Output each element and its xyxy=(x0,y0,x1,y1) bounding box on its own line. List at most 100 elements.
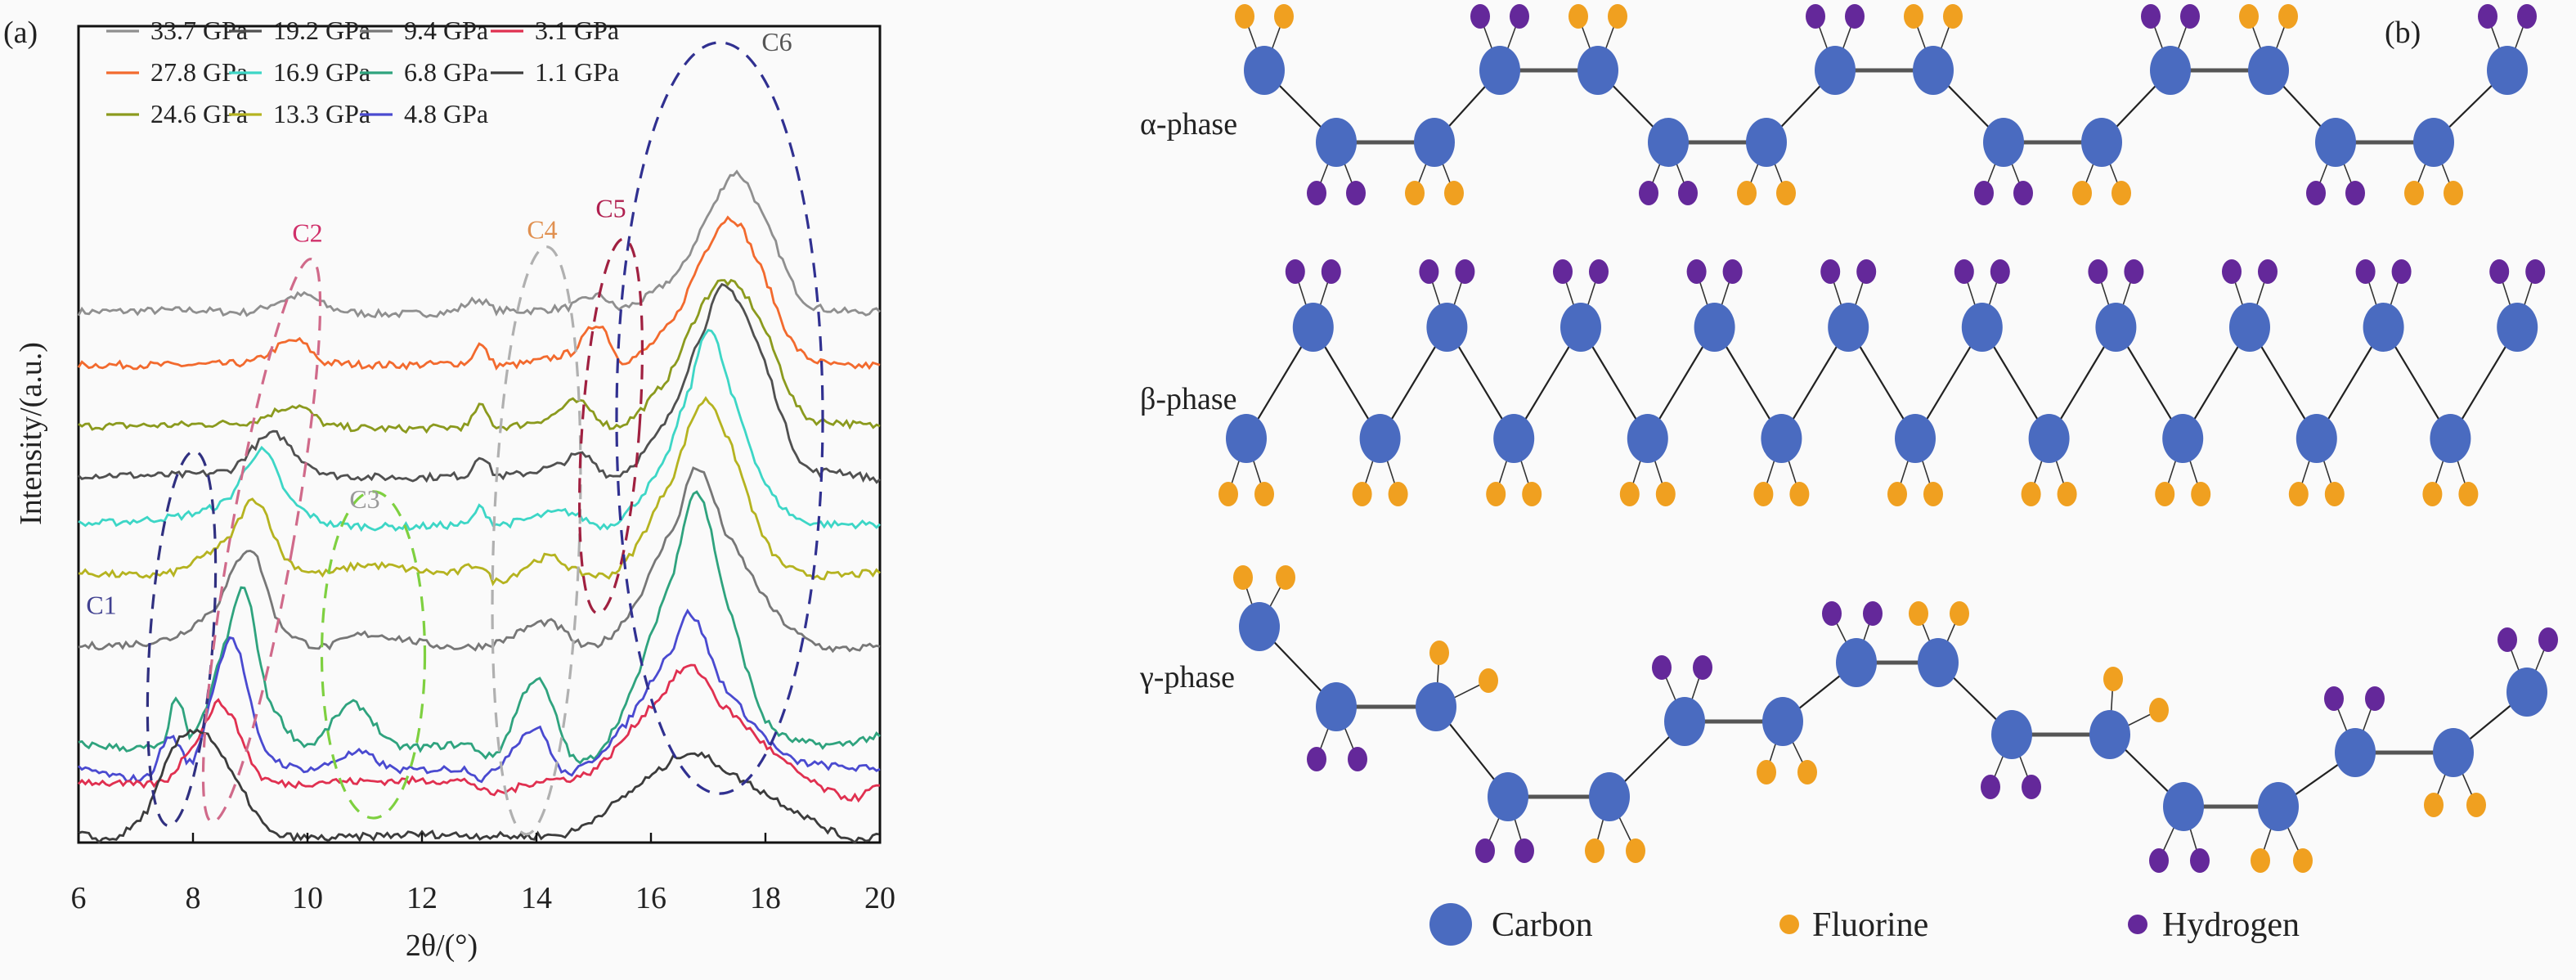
carbon-atom xyxy=(2162,414,2204,463)
fluorine-atom xyxy=(1388,482,1408,506)
carbon-atom xyxy=(2081,118,2122,167)
annotation-label-c4: C4 xyxy=(527,214,557,244)
fluorine-atom xyxy=(2422,482,2443,506)
annotation-ellipse-c3 xyxy=(320,490,427,820)
carbon-atom xyxy=(1762,697,1803,746)
carbon-atom xyxy=(1828,303,1869,352)
carbon-atom xyxy=(1913,46,1954,95)
series-line-6-8-GPa xyxy=(78,490,881,765)
hydrogen-atom xyxy=(1820,259,1841,284)
hydrogen-atom xyxy=(2517,4,2537,29)
fluorine-atom xyxy=(2239,4,2259,29)
carbon-atom xyxy=(2335,728,2376,777)
carbon-atom xyxy=(1648,118,1689,167)
fluorine-atom xyxy=(2021,482,2041,506)
carbon-atom xyxy=(2413,118,2454,167)
hydrogen-atom xyxy=(2391,259,2412,284)
fluorine-atom xyxy=(1274,4,1294,29)
fluorine-atom xyxy=(2112,181,2131,205)
carbon-legend-marker xyxy=(1429,903,1472,946)
carbon-atom xyxy=(1589,772,1630,821)
hydrogen-atom xyxy=(1652,655,1672,680)
annotation-ellipse-c5 xyxy=(577,237,644,615)
series-line-4-8-GPa xyxy=(78,608,881,784)
carbon-atom xyxy=(2248,46,2289,95)
hydrogen-atom xyxy=(1475,838,1495,863)
fluorine-atom xyxy=(1352,482,1372,506)
carbon-atom xyxy=(2229,303,2270,352)
hydrogen-atom xyxy=(1515,838,1534,863)
carbon-atom xyxy=(2296,414,2337,463)
hydrogen-atom xyxy=(2355,259,2376,284)
hydrogen-atom xyxy=(1455,259,1475,284)
fluorine-atom xyxy=(1522,482,1542,506)
hydrogen-atom xyxy=(2306,181,2326,205)
hydrogen-atom xyxy=(1686,259,1707,284)
hydrogen-atom xyxy=(1307,181,1326,205)
annotation-group: C1 C2 C3 C4 C5 C6 xyxy=(86,27,824,836)
hydrogen-atom xyxy=(1806,4,1825,29)
hydrogen-atom xyxy=(2180,4,2200,29)
hydrogen-atom xyxy=(1974,181,1994,205)
carbon-atom xyxy=(1836,638,1877,687)
carbon-atom xyxy=(1479,46,1520,95)
carbon-atom xyxy=(1493,414,1535,463)
x-tick-label: 16 xyxy=(635,881,666,915)
panel-b: (b) α-phase β-phase γ-phase Carbon Fluor… xyxy=(1139,4,2558,946)
hydrogen-atom xyxy=(2222,259,2242,284)
hydrogen-atom xyxy=(2124,259,2144,284)
fluorine-legend-marker xyxy=(1779,915,1799,934)
x-tick-label: 6 xyxy=(71,881,87,915)
fluorine-atom xyxy=(2072,181,2092,205)
x-tick-label: 20 xyxy=(864,881,895,915)
beta-phase-label: β-phase xyxy=(1140,382,1237,416)
fluorine-atom xyxy=(2288,482,2309,506)
carbon-atom xyxy=(1244,46,1285,95)
annotation-label-c6: C6 xyxy=(761,27,792,56)
fluorine-atom xyxy=(2103,667,2123,691)
carbon-atom xyxy=(2163,782,2204,831)
annotation-label-c1: C1 xyxy=(86,591,116,620)
hydrogen-atom xyxy=(1639,181,1658,205)
carbon-atom xyxy=(1416,682,1456,731)
hydrogen-legend-marker xyxy=(2128,915,2147,934)
fluorine-atom xyxy=(2404,181,2424,205)
fluorine-atom xyxy=(1235,4,1254,29)
hydrogen-atom xyxy=(2478,4,2497,29)
series-line-33-7-GPa xyxy=(77,169,881,319)
hydrogen-atom xyxy=(1307,747,1326,771)
carbon-atom xyxy=(2028,414,2070,463)
x-tick-label: 10 xyxy=(292,881,323,915)
fluorine-atom xyxy=(2057,482,2077,506)
fluorine-atom xyxy=(1218,482,1238,506)
carbon-atom xyxy=(1316,682,1357,731)
hydrogen-atom xyxy=(1981,775,2000,799)
legend-label: 19.2 GPa xyxy=(273,16,370,45)
annotation-ellipse-c2 xyxy=(201,258,322,824)
annotation-label-c2: C2 xyxy=(292,218,322,247)
fluorine-atom xyxy=(1757,760,1776,784)
series-line-3-1-GPa xyxy=(77,663,880,803)
fluorine-atom xyxy=(1429,641,1449,665)
carbon-atom xyxy=(2487,46,2528,95)
hydrogen-atom xyxy=(2013,181,2033,205)
carbon-atom xyxy=(1414,118,1455,167)
x-tick-label: 18 xyxy=(750,881,781,915)
hydrogen-atom xyxy=(1285,259,1305,284)
hydrogen-atom xyxy=(2497,627,2517,652)
hydrogen-atom xyxy=(1863,601,1883,626)
fluorine-atom xyxy=(1276,565,1295,590)
carbon-atom xyxy=(2430,414,2471,463)
fluorine-atom xyxy=(1753,482,1774,506)
hydrogen-atom xyxy=(1589,259,1609,284)
series-line-9-4-GPa xyxy=(78,466,881,654)
hydrogen-atom xyxy=(1470,4,1490,29)
carbon-atom xyxy=(1746,118,1787,167)
fluorine-atom xyxy=(2149,698,2169,722)
hydrogen-atom xyxy=(2365,686,2385,711)
carbon-atom xyxy=(1991,710,2032,759)
carbon-atom xyxy=(1815,46,1856,95)
fluorine-atom xyxy=(1737,181,1757,205)
x-axis-label: 2θ/(°) xyxy=(406,928,478,963)
alpha-phase-label: α-phase xyxy=(1140,107,1237,142)
